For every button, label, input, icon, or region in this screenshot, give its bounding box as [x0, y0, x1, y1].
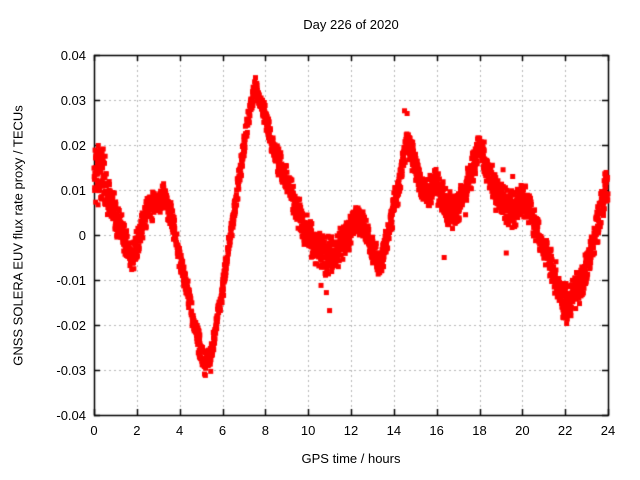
chart-title: Day 226 of 2020: [303, 17, 399, 32]
y-tick-label: 0.04: [60, 48, 86, 63]
y-tick-label: -0.04: [56, 408, 86, 423]
y-tick-label: 0.02: [60, 138, 86, 153]
x-tick-label: 8: [261, 423, 269, 438]
x-tick-label: 24: [600, 423, 616, 438]
x-tick-label: 0: [90, 423, 98, 438]
x-axis-label: GPS time / hours: [301, 451, 401, 466]
y-tick-label: 0: [78, 228, 86, 243]
x-tick-label: 18: [472, 423, 487, 438]
x-tick-label: 10: [300, 423, 316, 438]
x-tick-label: 2: [133, 423, 141, 438]
x-tick-label: 12: [343, 423, 359, 438]
x-tick-label: 14: [386, 423, 402, 438]
x-tick-label: 22: [557, 423, 573, 438]
y-tick-label: 0.01: [60, 183, 86, 198]
y-tick-label: -0.03: [56, 363, 86, 378]
y-tick-label: -0.01: [56, 273, 86, 288]
y-tick-label: 0.03: [60, 93, 86, 108]
x-tick-label: 6: [218, 423, 227, 438]
y-axis-label: GNSS SOLERA EUV flux rate proxy / TECUs: [10, 105, 26, 366]
y-tick-label: -0.02: [56, 318, 86, 333]
x-tick-label: 16: [429, 423, 444, 438]
x-tick-label: 20: [515, 423, 530, 438]
x-tick-label: 4: [176, 423, 184, 438]
